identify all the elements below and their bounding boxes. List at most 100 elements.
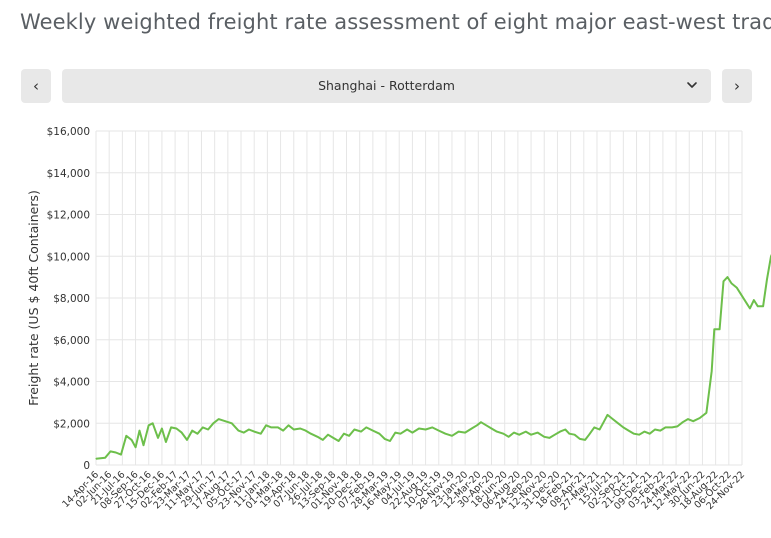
data-point xyxy=(464,432,466,434)
data-point xyxy=(599,428,601,431)
data-point xyxy=(659,430,661,432)
data-point xyxy=(142,444,145,446)
data-point xyxy=(746,303,748,305)
next-route-button[interactable]: › xyxy=(722,69,752,103)
data-point xyxy=(508,436,510,438)
data-point xyxy=(191,430,193,432)
data-point xyxy=(496,431,498,433)
data-point xyxy=(95,458,97,460)
data-point xyxy=(332,437,334,439)
data-point xyxy=(248,428,250,431)
data-point xyxy=(343,433,345,435)
data-point xyxy=(115,451,117,454)
data-point xyxy=(638,434,640,436)
data-point xyxy=(444,433,446,435)
data-point xyxy=(513,432,515,434)
data-point xyxy=(676,425,679,427)
data-point xyxy=(282,430,284,432)
data-point xyxy=(243,432,245,434)
data-point xyxy=(277,426,279,428)
route-select[interactable]: Shanghai - Rotterdam xyxy=(62,69,711,103)
previous-route-button[interactable]: ‹ xyxy=(21,69,51,103)
series-line xyxy=(95,253,771,460)
data-point xyxy=(548,437,551,439)
data-point xyxy=(753,299,755,301)
data-point xyxy=(224,420,226,422)
data-point xyxy=(299,427,301,430)
data-point xyxy=(253,431,255,433)
data-point xyxy=(384,438,386,440)
data-point xyxy=(287,424,290,426)
data-point xyxy=(265,424,267,426)
data-point xyxy=(148,424,150,426)
data-point xyxy=(425,428,427,431)
data-point xyxy=(574,434,576,436)
data-point xyxy=(348,435,350,437)
y-axis-title: Freight rate (US $ 40ft Containers) xyxy=(26,190,41,406)
route-select-value: Shanghai - Rotterdam xyxy=(318,78,455,93)
y-tick-label: 0 xyxy=(83,460,90,472)
data-point xyxy=(338,440,340,442)
data-point xyxy=(588,434,590,436)
data-point xyxy=(537,432,539,434)
data-point xyxy=(726,276,729,278)
y-tick-label: $6,000 xyxy=(53,335,90,347)
data-point xyxy=(606,414,609,416)
data-point xyxy=(181,432,183,434)
data-point xyxy=(218,418,220,420)
data-point xyxy=(451,435,453,437)
chevron-right-icon: › xyxy=(734,76,740,95)
data-point xyxy=(293,428,295,431)
y-tick-label: $12,000 xyxy=(47,210,90,222)
data-point xyxy=(353,428,355,431)
y-tick-label: $4,000 xyxy=(53,377,90,389)
chevron-left-icon: ‹ xyxy=(33,76,39,95)
data-point xyxy=(741,295,743,297)
data-point xyxy=(633,433,635,435)
data-point xyxy=(165,441,167,443)
data-point xyxy=(120,454,122,456)
data-point xyxy=(664,426,667,428)
data-point xyxy=(749,307,751,309)
data-point xyxy=(568,433,570,435)
data-point xyxy=(138,430,141,432)
data-point xyxy=(766,278,768,280)
data-point xyxy=(431,426,433,428)
data-point xyxy=(125,435,127,437)
data-point xyxy=(643,431,646,433)
data-point xyxy=(438,430,440,432)
data-point xyxy=(406,428,408,431)
data-point xyxy=(360,431,362,433)
data-point xyxy=(161,427,163,430)
data-point xyxy=(603,421,605,423)
data-point xyxy=(186,439,188,441)
data-point xyxy=(207,428,209,431)
data-point xyxy=(711,370,713,372)
data-point xyxy=(730,282,733,284)
data-point xyxy=(490,427,493,430)
data-point xyxy=(584,439,586,441)
page-title: Weekly weighted freight rate assessment … xyxy=(20,10,771,34)
freight-rate-chart: 0 $2,000 $4,000 $6,000 $8,000 $10,000 $12,000 $… xyxy=(26,126,771,513)
data-point xyxy=(365,426,367,428)
data-point xyxy=(713,328,715,330)
data-point xyxy=(762,305,764,307)
y-tick-label: $16,000 xyxy=(47,126,90,138)
data-point xyxy=(628,430,630,432)
data-point xyxy=(471,427,473,430)
data-point xyxy=(480,421,482,423)
data-point xyxy=(394,432,396,434)
data-point xyxy=(157,437,159,439)
data-point xyxy=(372,430,374,432)
data-point xyxy=(593,426,595,428)
chevron-down-icon xyxy=(687,82,697,88)
data-point xyxy=(202,426,204,428)
data-point xyxy=(564,428,566,431)
data-point xyxy=(671,426,673,428)
data-point xyxy=(322,439,324,441)
data-point xyxy=(109,450,112,452)
data-point xyxy=(212,422,214,424)
data-point xyxy=(554,434,556,436)
data-point xyxy=(260,433,262,435)
data-point xyxy=(705,412,708,414)
